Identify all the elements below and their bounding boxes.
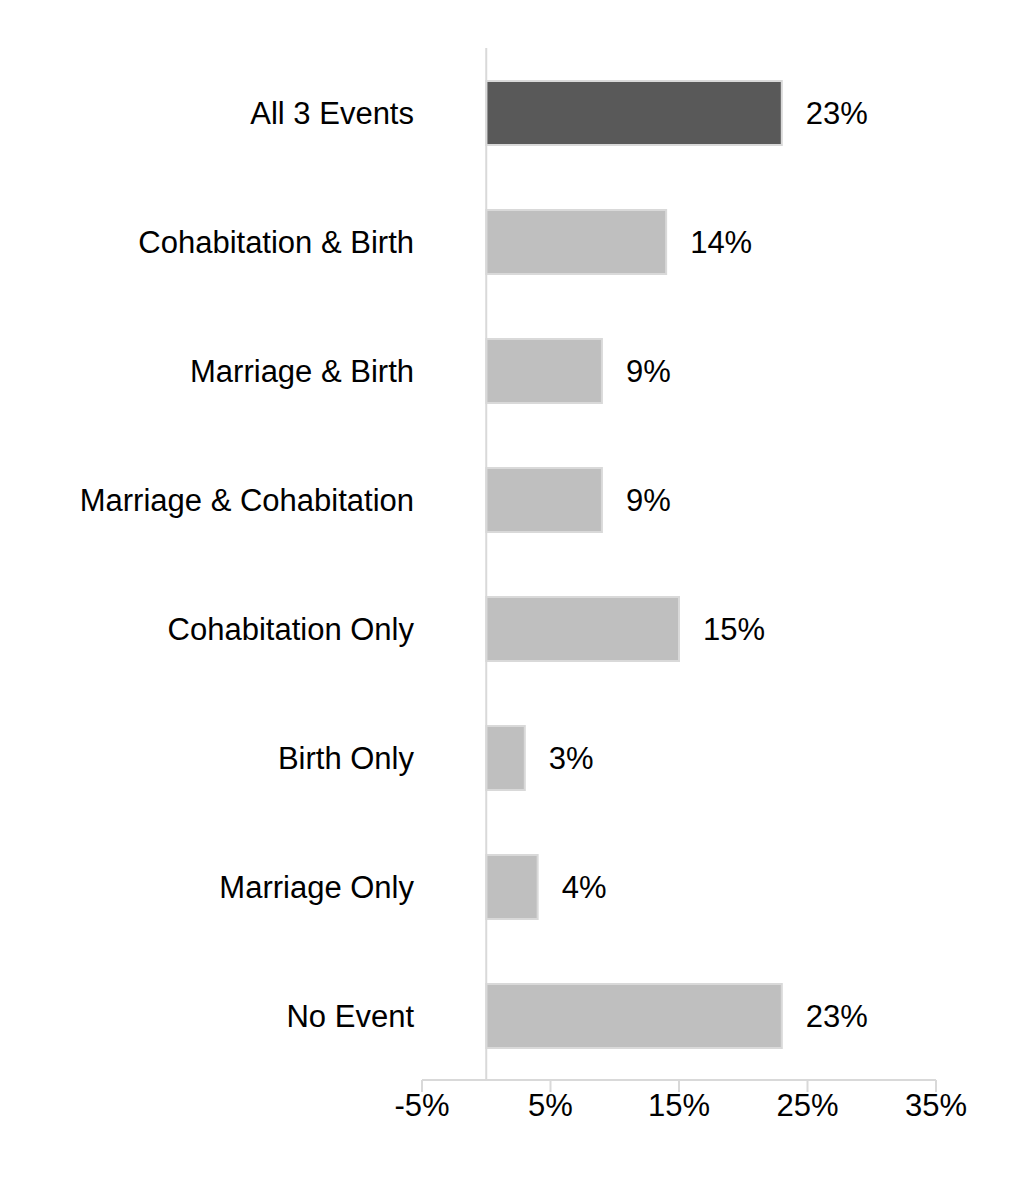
svg-text:Birth Only: Birth Only (278, 741, 415, 776)
svg-text:Marriage & Cohabitation: Marriage & Cohabitation (80, 483, 414, 518)
svg-text:Cohabitation & Birth: Cohabitation & Birth (138, 225, 414, 260)
svg-text:23%: 23% (806, 96, 868, 131)
svg-text:3%: 3% (549, 741, 594, 776)
svg-text:All 3 Events: All 3 Events (250, 96, 414, 131)
svg-text:15%: 15% (648, 1088, 710, 1123)
svg-text:Marriage Only: Marriage Only (219, 870, 414, 905)
svg-text:No Event: No Event (286, 999, 414, 1034)
svg-text:5%: 5% (528, 1088, 573, 1123)
svg-text:4%: 4% (562, 870, 607, 905)
svg-text:14%: 14% (690, 225, 752, 260)
svg-text:Marriage & Birth: Marriage & Birth (190, 354, 414, 389)
svg-text:15%: 15% (703, 612, 765, 647)
svg-text:9%: 9% (626, 354, 671, 389)
svg-text:-5%: -5% (394, 1088, 449, 1123)
svg-text:Cohabitation Only: Cohabitation Only (168, 612, 415, 647)
svg-text:23%: 23% (806, 999, 868, 1034)
svg-text:25%: 25% (776, 1088, 838, 1123)
svg-text:9%: 9% (626, 483, 671, 518)
svg-text:35%: 35% (905, 1088, 967, 1123)
